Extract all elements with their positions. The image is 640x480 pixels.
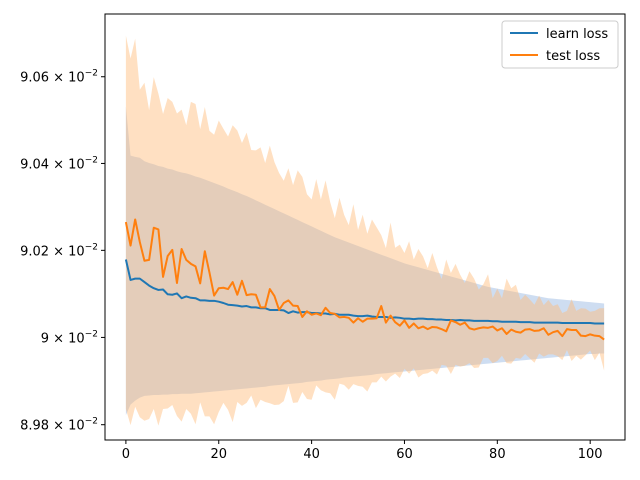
- y-tick-label: 9.06 × 10−2: [20, 69, 98, 86]
- plot-frame: [104, 13, 626, 441]
- line-learn-loss: [124, 259, 605, 325]
- x-tick-label: 40: [303, 447, 320, 462]
- y-tick-label: 9.04 × 10−2: [20, 155, 98, 172]
- y-tick-label: 9.02 × 10−2: [20, 242, 98, 259]
- y-tick-label: 8.98 × 10−2: [20, 417, 98, 434]
- band-learn-loss: [125, 106, 605, 416]
- legend-label-test-loss: test loss: [546, 49, 600, 64]
- x-tick-label: 0: [122, 447, 130, 462]
- x-tick-label: 100: [578, 447, 603, 462]
- line-test-loss: [124, 218, 605, 341]
- y-axis: 8.98 × 10−2 9 × 10−2 9.02 × 10−2 9.04 × 10−…: [20, 69, 105, 434]
- legend-label-learn-loss: learn loss: [546, 27, 608, 42]
- series-lines: [124, 218, 605, 341]
- y-tick-label: 9 × 10−2: [41, 329, 98, 346]
- x-tick-label: 20: [210, 447, 227, 462]
- legend: learn loss test loss: [501, 20, 619, 69]
- x-tick-label: 80: [489, 447, 506, 462]
- x-tick-label: 60: [396, 447, 413, 462]
- x-axis: 0 20 40 60 80 100: [122, 440, 603, 462]
